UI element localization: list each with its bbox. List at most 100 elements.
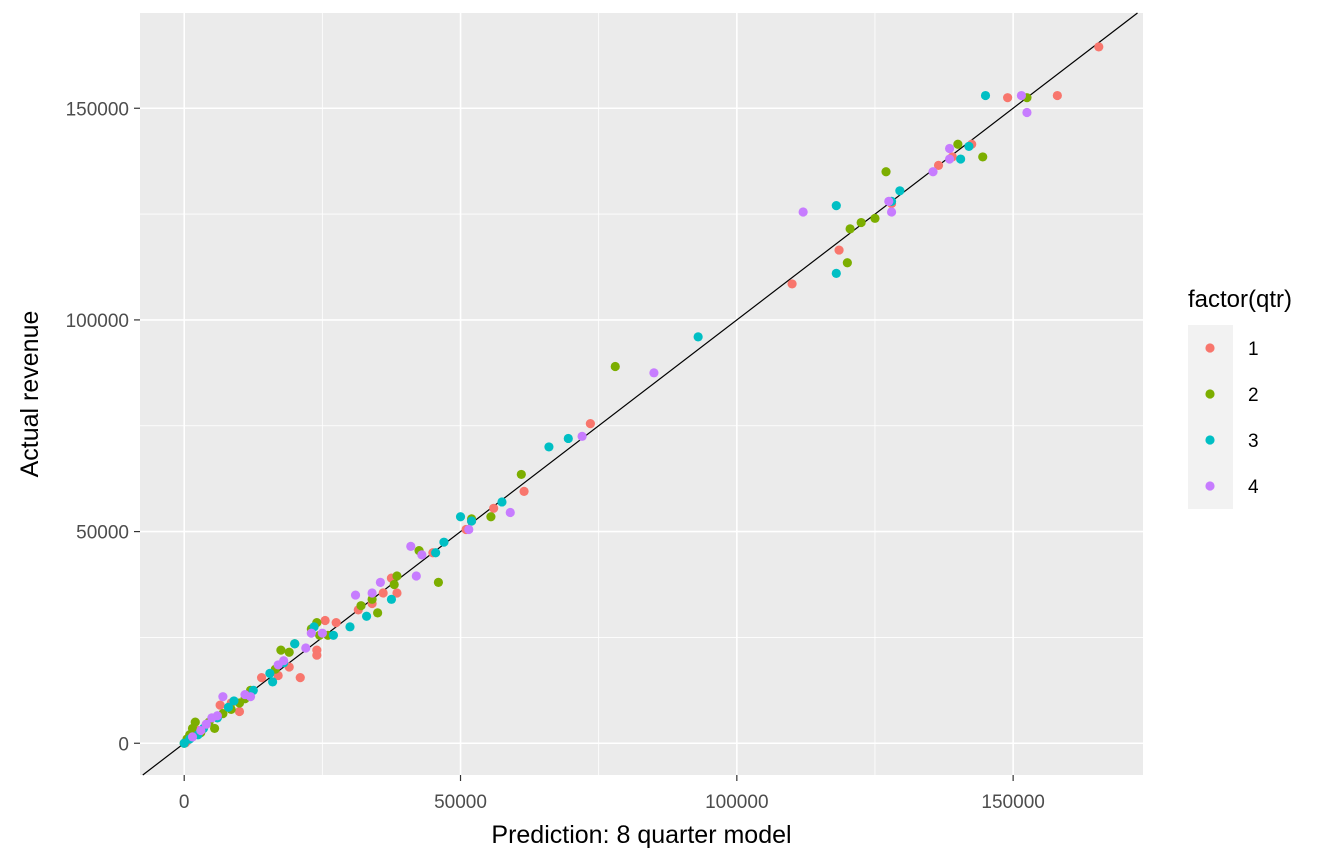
legend-entries: 1 2 3 4 — [1205, 339, 1259, 498]
data-point-qtr-2 — [856, 217, 866, 228]
data-point-qtr-2 — [367, 594, 377, 604]
y-tick-label: 100000 — [66, 311, 129, 332]
data-point-qtr-4 — [411, 571, 421, 581]
legend-label-4: 4 — [1248, 477, 1259, 498]
data-point-qtr-4 — [306, 628, 316, 638]
data-point-qtr-3 — [693, 332, 703, 342]
data-point-qtr-4 — [273, 660, 283, 670]
data-point-qtr-4 — [886, 207, 897, 217]
data-point-qtr-3 — [497, 497, 507, 507]
data-point-qtr-3 — [831, 201, 841, 211]
y-axis-title: Actual revenue — [16, 311, 44, 478]
data-point-qtr-3 — [964, 141, 974, 151]
data-point-qtr-4 — [218, 692, 228, 702]
data-point-qtr-3 — [980, 90, 991, 101]
legend-key-2 — [1205, 389, 1215, 399]
data-point-qtr-4 — [417, 550, 427, 560]
data-point-qtr-3 — [361, 611, 372, 621]
data-point-qtr-2 — [284, 647, 294, 657]
data-point-qtr-4 — [196, 725, 206, 736]
data-point-qtr-1 — [585, 419, 595, 429]
data-point-qtr-1 — [320, 615, 330, 626]
legend-label-1: 1 — [1248, 339, 1259, 360]
data-point-qtr-1 — [489, 503, 499, 513]
data-point-qtr-1 — [312, 650, 322, 660]
data-point-qtr-3 — [386, 594, 397, 604]
data-point-qtr-2 — [276, 645, 286, 655]
data-point-qtr-3 — [268, 677, 278, 687]
legend-key-3 — [1205, 435, 1215, 445]
legend-key-1 — [1205, 343, 1215, 353]
data-point-qtr-2 — [392, 571, 402, 581]
data-point-qtr-2 — [356, 601, 366, 611]
data-point-qtr-3 — [956, 154, 966, 164]
data-point-qtr-1 — [519, 486, 529, 496]
data-point-qtr-1 — [787, 279, 797, 289]
data-point-qtr-2 — [516, 469, 526, 480]
data-point-qtr-3 — [290, 639, 300, 649]
legend-label-2: 2 — [1248, 385, 1259, 406]
data-point-qtr-3 — [265, 668, 275, 679]
data-point-qtr-1 — [1094, 42, 1104, 52]
data-point-qtr-4 — [884, 196, 894, 206]
data-point-qtr-1 — [1003, 93, 1013, 103]
data-point-qtr-1 — [295, 673, 305, 683]
x-axis-title: Prediction: 8 quarter model — [491, 821, 791, 849]
data-point-qtr-4 — [577, 431, 587, 441]
data-point-qtr-4 — [207, 713, 217, 723]
legend-label-3: 3 — [1248, 431, 1259, 452]
data-point-qtr-1 — [256, 673, 267, 683]
data-point-qtr-3 — [179, 738, 189, 748]
data-point-qtr-4 — [944, 154, 955, 164]
data-point-qtr-1 — [933, 160, 944, 170]
data-point-qtr-4 — [798, 207, 808, 217]
data-point-qtr-2 — [389, 579, 399, 590]
legend-key-background — [1188, 325, 1233, 509]
data-point-qtr-4 — [649, 368, 659, 378]
data-point-qtr-4 — [406, 541, 416, 552]
data-point-qtr-3 — [455, 512, 466, 522]
x-tick-label: 150000 — [981, 792, 1044, 813]
data-points — [179, 42, 1104, 748]
data-point-qtr-3 — [328, 630, 339, 640]
data-point-qtr-4 — [1022, 107, 1032, 118]
data-point-qtr-3 — [223, 702, 234, 712]
data-point-qtr-3 — [345, 622, 355, 632]
data-point-qtr-2 — [953, 139, 963, 149]
data-point-qtr-4 — [201, 719, 211, 729]
data-point-qtr-4 — [464, 524, 474, 535]
data-point-qtr-3 — [431, 548, 441, 558]
data-point-qtr-1 — [331, 618, 341, 628]
data-point-qtr-1 — [392, 588, 402, 598]
x-tick-label: 50000 — [434, 792, 487, 813]
y-tick-label: 0 — [118, 734, 129, 755]
data-point-qtr-2 — [978, 152, 988, 162]
data-point-qtr-2 — [210, 723, 220, 734]
data-point-qtr-3 — [563, 433, 573, 444]
y-tick-label: 50000 — [76, 523, 129, 544]
y-tick-label: 150000 — [66, 99, 129, 120]
plot-panel — [140, 13, 1143, 775]
data-point-qtr-2 — [881, 167, 891, 177]
data-point-qtr-4 — [944, 143, 955, 154]
data-point-qtr-4 — [1016, 90, 1027, 101]
data-point-qtr-4 — [350, 590, 361, 600]
data-point-qtr-3 — [544, 442, 554, 452]
major-gridlines — [140, 13, 1143, 775]
data-point-qtr-4 — [240, 689, 250, 700]
data-point-qtr-1 — [834, 245, 844, 255]
data-point-qtr-2 — [842, 258, 852, 268]
data-point-qtr-3 — [466, 516, 477, 526]
data-point-qtr-2 — [373, 608, 383, 618]
legend-title: factor(qtr) — [1188, 286, 1292, 313]
x-tick-label: 0 — [179, 792, 190, 813]
data-point-qtr-3 — [229, 696, 239, 706]
data-point-qtr-3 — [895, 186, 905, 196]
minor-gridlines — [140, 13, 1143, 775]
legend-key-4 — [1205, 481, 1215, 491]
data-point-qtr-4 — [928, 167, 938, 177]
data-point-qtr-1 — [378, 588, 388, 598]
data-point-qtr-2 — [845, 224, 855, 234]
data-point-qtr-1 — [215, 700, 225, 710]
